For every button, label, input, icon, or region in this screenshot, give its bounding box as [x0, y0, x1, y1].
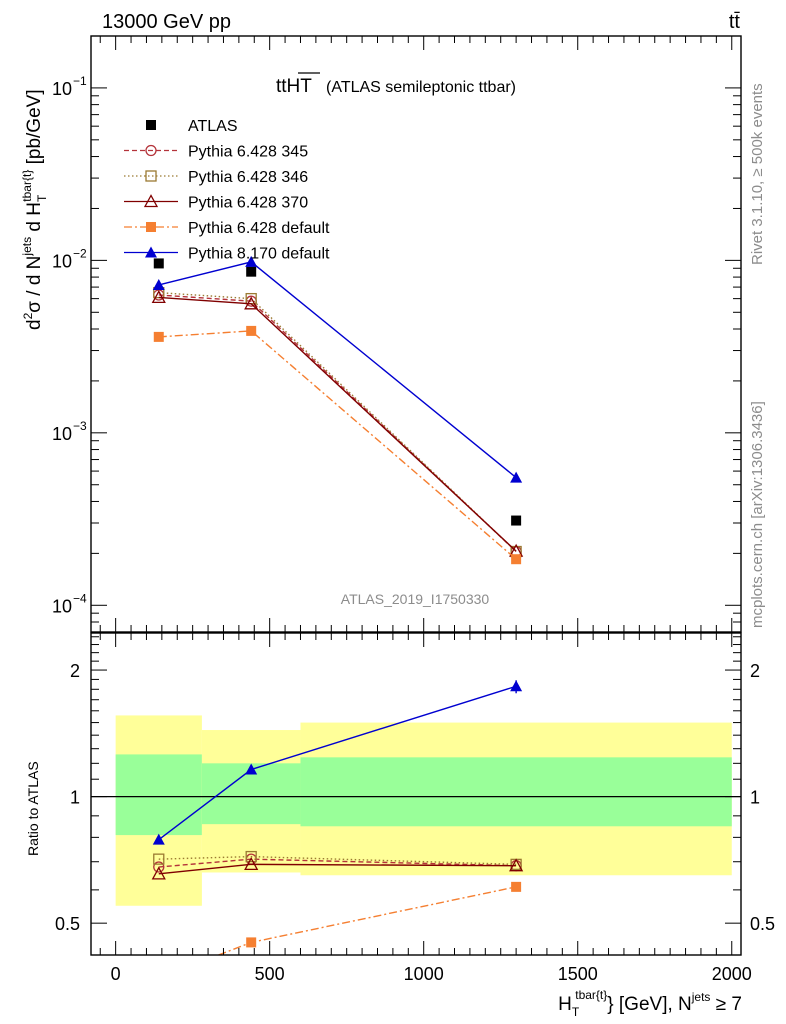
main-series-3 [151, 290, 524, 557]
main-series-0 [153, 258, 522, 526]
legend-marker-0 [146, 120, 156, 130]
chart-title: ttHT (ATLAS semileptonic ttbar) [276, 72, 516, 97]
ratio-point-3-2 [511, 881, 522, 892]
ratio-series-3 [216, 881, 522, 955]
main-series-1 [153, 289, 522, 558]
ratio-point-1-1 [245, 850, 257, 863]
x-tick-label-0: 0 [111, 964, 121, 984]
y-tick-label-2: 10 [52, 424, 72, 444]
x-tick-label-4: 2000 [712, 964, 752, 984]
legend: ATLAS Pythia 6.428 345 Pythia 6.428 346 Pyt… [124, 118, 330, 263]
ratio-line-1 [158, 855, 517, 866]
legend-entry-5: Pythia 8.170 default [124, 246, 330, 263]
main-point-4-2 [511, 554, 522, 565]
ratio-point-3-1 [246, 937, 257, 948]
ratio-line-3 [216, 886, 517, 955]
rivet-version-label: Rivet 3.1.10, ≥ 500k events [749, 83, 766, 265]
main-point-0-0 [153, 258, 164, 269]
main-line-4 [158, 330, 517, 560]
y-tick-exponent-0: −1 [73, 74, 87, 88]
ratio-y-tick-label-right-2: 2 [750, 661, 760, 681]
legend-entry-4: Pythia 6.428 default [124, 220, 330, 237]
series-layer [151, 255, 524, 955]
main-point-3-1 [244, 296, 259, 310]
main-point-0-1 [246, 266, 257, 277]
x-tick-label-3: 1500 [558, 964, 598, 984]
ratio-series-2 [151, 857, 524, 880]
y-tick-exponent-1: −2 [73, 246, 87, 260]
chart-title-text: ttHT [276, 76, 312, 97]
main-line-5 [158, 261, 517, 479]
main-point-3-0 [151, 290, 166, 304]
y-axis-label-ratio: Ratio to ATLAS [25, 761, 41, 856]
ratio-plot-frame [90, 632, 742, 956]
main-line-1 [158, 294, 517, 553]
main-plot-frame [90, 35, 742, 633]
y-tick-label-1: 10 [52, 251, 72, 271]
stat-uncertainty-band-2 [300, 757, 732, 827]
ratio-y-tick-label-right-0: 0.5 [750, 914, 775, 934]
main-point-5-1 [245, 255, 258, 267]
main-point-4-1 [246, 325, 257, 336]
ratio-bands [115, 715, 732, 906]
mcplots-label: mcplots.cern.ch [arXiv:1306.3436] [749, 401, 766, 628]
y-tick-label-3: 10 [52, 596, 72, 616]
main-series-2 [153, 286, 522, 558]
legend-marker-1 [145, 144, 157, 157]
main-point-5-2 [510, 471, 523, 483]
ratio-y-tick-label-left-2: 2 [70, 661, 80, 681]
ratio-point-4-0 [152, 833, 165, 845]
legend-label-1: Pythia 6.428 345 [188, 144, 308, 161]
legend-label-3: Pythia 6.428 370 [188, 195, 308, 212]
process-label: tt̄ [729, 11, 741, 33]
y-tick-exponent-2: −3 [73, 419, 87, 433]
ratio-point-2-1 [244, 857, 259, 871]
collision-label: 13000 GeV pp [102, 11, 231, 33]
ratio-point-0-0 [153, 861, 165, 873]
svg-text:d2σ / d Njets d HTtbar{t} [pb/: d2σ / d Njets d HTtbar{t} [pb/GeV] [20, 89, 49, 330]
legend-marker-2 [145, 170, 157, 182]
main-point-4-0 [153, 331, 164, 342]
svg-text:HTtbar{t}} [GeV], Njets ≥ 7: HTtbar{t}} [GeV], Njets ≥ 7 [558, 988, 742, 1019]
legend-label-2: Pythia 6.428 346 [188, 169, 308, 186]
ratio-point-2-2 [509, 858, 524, 872]
legend-entry-1: Pythia 6.428 345 [124, 144, 308, 161]
ratio-series-4 [152, 680, 523, 845]
legend-entry-0: ATLAS [146, 118, 238, 135]
y-tick-exponent-3: −4 [73, 591, 87, 605]
main-series-5 [152, 255, 523, 483]
main-point-0-2 [511, 515, 522, 526]
ratio-y-tick-label-right-1: 1 [750, 788, 760, 808]
ratio-y-tick-label-left-0: 0.5 [55, 914, 80, 934]
legend-marker-4 [146, 222, 156, 232]
legend-marker-5 [145, 246, 157, 258]
legend-label-0: ATLAS [188, 118, 238, 135]
ratio-line-2 [158, 863, 517, 875]
ratio-point-2-0 [151, 866, 166, 880]
legend-marker-3 [143, 194, 159, 208]
y-tick-label-0: 10 [52, 79, 72, 99]
analysis-id-watermark: ATLAS_2019_I1750330 [341, 591, 490, 607]
legend-entry-3: Pythia 6.428 370 [124, 194, 308, 212]
x-axis-label: HTtbar{t}} [GeV], Njets ≥ 7 [558, 988, 742, 1019]
main-line-3 [158, 296, 517, 552]
ratio-point-4-1 [245, 763, 258, 775]
ratio-point-1-0 [153, 853, 165, 865]
main-point-5-0 [152, 278, 165, 290]
x-tick-label-2: 1000 [404, 964, 444, 984]
stat-uncertainty-band-0 [115, 754, 202, 836]
y-axis-label-main: d2σ / d Njets d HTtbar{t} [pb/GeV] [20, 89, 49, 330]
legend-label-5: Pythia 8.170 default [188, 246, 330, 263]
ratio-y-tick-label-left-1: 1 [70, 788, 80, 808]
main-series-4 [153, 325, 522, 565]
chart-subtitle: (ATLAS semileptonic ttbar) [326, 79, 516, 96]
legend-entry-2: Pythia 6.428 346 [124, 169, 308, 186]
legend-label-4: Pythia 6.428 default [188, 220, 330, 237]
x-tick-label-1: 500 [255, 964, 285, 984]
